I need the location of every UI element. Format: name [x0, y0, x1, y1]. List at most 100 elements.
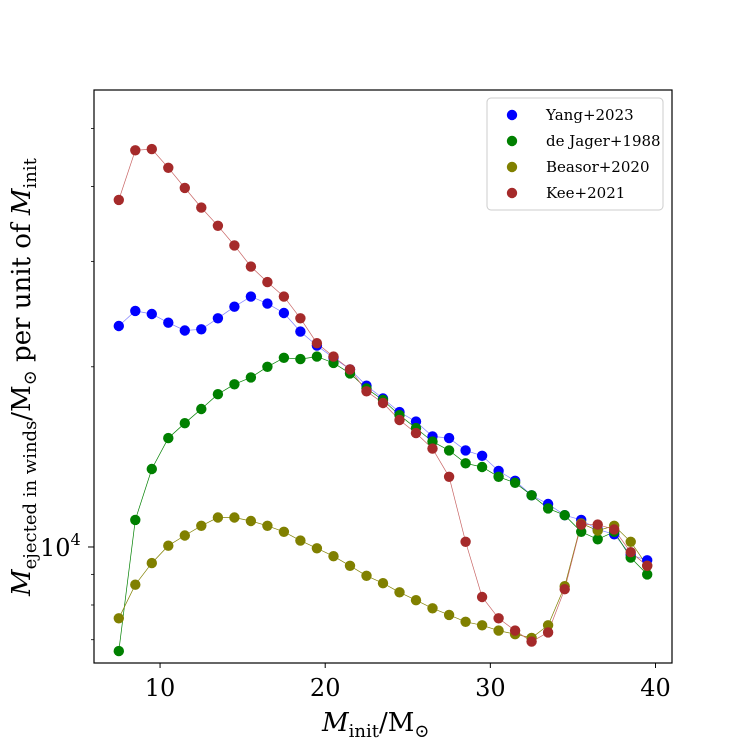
- data-point-kee-2021: [443, 471, 455, 482]
- data-point-kee-2021: [460, 536, 471, 547]
- data-point-kee-2021: [146, 143, 157, 155]
- data-point-de-jager-1988: [642, 569, 653, 580]
- data-point-de-jager-1988: [509, 477, 521, 488]
- data-point-yang-2023: [229, 301, 240, 312]
- data-point-beasor-2020: [295, 535, 306, 546]
- data-point-kee-2021: [212, 220, 224, 231]
- data-point-de-jager-1988: [295, 353, 306, 365]
- x-tick-label: 30: [475, 674, 506, 702]
- x-tick-label: 20: [310, 674, 341, 702]
- data-point-beasor-2020: [163, 540, 174, 551]
- data-point-kee-2021: [130, 145, 141, 156]
- x-tick-label: 10: [145, 674, 176, 702]
- data-point-beasor-2020: [113, 613, 125, 624]
- legend-marker-de-jager-1988: [506, 135, 518, 147]
- data-point-beasor-2020: [476, 620, 488, 631]
- data-point-kee-2021: [163, 162, 174, 173]
- data-point-beasor-2020: [278, 526, 290, 537]
- data-point-kee-2021: [592, 519, 603, 530]
- y-ticks: [88, 128, 94, 641]
- legend-marker-beasor-2020: [506, 161, 518, 173]
- data-point-yang-2023: [130, 305, 141, 317]
- data-point-yang-2023: [460, 445, 471, 456]
- data-point-kee-2021: [344, 364, 356, 375]
- data-point-kee-2021: [361, 386, 372, 397]
- data-point-de-jager-1988: [443, 445, 455, 456]
- x-axis-label: Minit/M⊙: [321, 708, 429, 742]
- data-point-de-jager-1988: [493, 471, 504, 482]
- data-point-yang-2023: [163, 317, 174, 328]
- data-point-kee-2021: [311, 338, 323, 349]
- y-axis-label: Mejected in winds/M⊙ per unit of Minit: [7, 157, 41, 597]
- data-point-beasor-2020: [179, 530, 190, 541]
- data-point-beasor-2020: [146, 557, 157, 569]
- data-point-beasor-2020: [460, 616, 471, 627]
- data-point-kee-2021: [278, 291, 290, 302]
- data-point-beasor-2020: [377, 578, 389, 589]
- data-point-kee-2021: [625, 547, 636, 558]
- data-point-de-jager-1988: [476, 461, 488, 473]
- data-point-beasor-2020: [245, 515, 257, 527]
- data-point-beasor-2020: [262, 520, 273, 531]
- data-point-beasor-2020: [196, 520, 207, 531]
- plot-frame: [93, 89, 673, 664]
- data-point-de-jager-1988: [576, 526, 587, 537]
- data-point-kee-2021: [179, 182, 190, 194]
- data-point-kee-2021: [493, 613, 504, 624]
- legend-label-kee-2021: Kee+2021: [546, 184, 625, 202]
- data-point-de-jager-1988: [130, 514, 141, 526]
- x-ticks: [159, 663, 656, 668]
- data-point-de-jager-1988: [592, 534, 603, 545]
- data-point-de-jager-1988: [278, 352, 290, 363]
- data-point-beasor-2020: [311, 543, 323, 554]
- data-point-yang-2023: [443, 432, 455, 444]
- series-points: [113, 143, 653, 657]
- data-point-de-jager-1988: [542, 503, 554, 514]
- data-point-kee-2021: [245, 261, 257, 272]
- data-point-kee-2021: [559, 584, 570, 595]
- data-point-beasor-2020: [443, 609, 455, 621]
- data-point-beasor-2020: [625, 536, 636, 547]
- data-point-yang-2023: [245, 291, 257, 302]
- data-point-yang-2023: [262, 298, 273, 309]
- data-point-de-jager-1988: [311, 351, 323, 362]
- x-tick-label: 40: [640, 674, 671, 702]
- data-point-kee-2021: [427, 443, 438, 454]
- data-point-de-jager-1988: [179, 418, 190, 429]
- data-point-kee-2021: [509, 625, 521, 636]
- legend-box: [486, 97, 664, 211]
- data-point-yang-2023: [212, 313, 224, 324]
- data-point-kee-2021: [377, 397, 389, 409]
- data-point-beasor-2020: [229, 512, 240, 523]
- data-point-de-jager-1988: [229, 379, 240, 390]
- data-point-de-jager-1988: [146, 463, 157, 475]
- data-point-kee-2021: [609, 524, 620, 535]
- data-point-kee-2021: [113, 194, 125, 206]
- data-point-yang-2023: [146, 308, 157, 320]
- data-point-de-jager-1988: [526, 490, 537, 501]
- series-line-yang-2023: [118, 296, 648, 561]
- data-point-beasor-2020: [394, 587, 405, 598]
- data-point-kee-2021: [576, 519, 587, 530]
- legend-label-beasor-2020: Beasor+2020: [546, 158, 649, 176]
- data-point-de-jager-1988: [163, 432, 174, 444]
- data-point-kee-2021: [542, 627, 554, 638]
- data-point-kee-2021: [394, 414, 405, 426]
- data-point-kee-2021: [295, 313, 306, 324]
- data-point-beasor-2020: [361, 570, 372, 581]
- legend-label-yang-2023: Yang+2023: [545, 106, 634, 124]
- data-point-beasor-2020: [344, 560, 356, 571]
- data-point-beasor-2020: [493, 625, 504, 636]
- data-point-de-jager-1988: [559, 510, 570, 521]
- data-point-yang-2023: [113, 320, 125, 332]
- data-point-yang-2023: [295, 326, 306, 337]
- data-point-yang-2023: [179, 325, 190, 336]
- data-point-kee-2021: [476, 591, 488, 603]
- data-point-beasor-2020: [328, 551, 339, 562]
- data-point-kee-2021: [410, 427, 422, 439]
- data-point-de-jager-1988: [262, 361, 273, 372]
- data-point-kee-2021: [196, 202, 207, 213]
- data-point-beasor-2020: [410, 595, 422, 606]
- data-point-kee-2021: [328, 351, 339, 362]
